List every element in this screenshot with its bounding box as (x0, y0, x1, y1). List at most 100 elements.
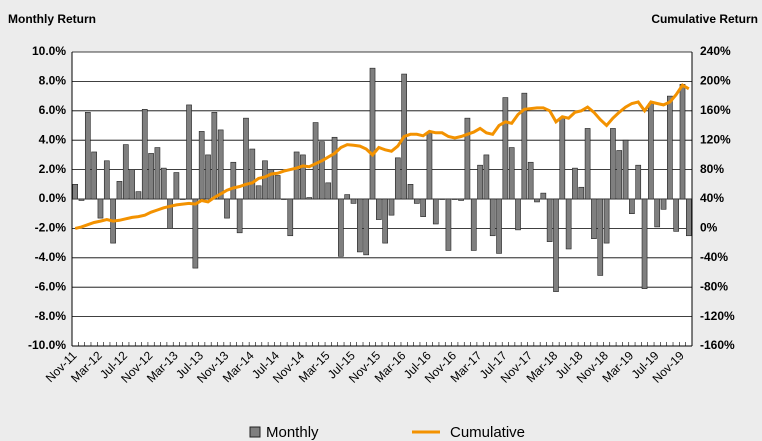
bar (641, 198, 648, 289)
bar (483, 154, 490, 200)
bar (679, 84, 686, 200)
y-tick-label: 8.0% (39, 74, 67, 88)
bar (553, 198, 559, 292)
bar (91, 151, 97, 200)
bar (129, 169, 135, 200)
bar (262, 160, 268, 200)
bar (584, 128, 591, 200)
bar (420, 198, 426, 217)
bar (496, 198, 502, 254)
bar (635, 164, 642, 200)
bar (224, 198, 230, 219)
y2-tick-label: -80% (700, 279, 728, 293)
y-tick-label: -10.0% (28, 338, 66, 352)
bar (122, 144, 129, 200)
bar (376, 198, 382, 220)
bar (432, 198, 439, 225)
bar (445, 198, 452, 251)
bar (350, 198, 357, 204)
bar (394, 157, 401, 200)
bar (236, 198, 243, 234)
y-tick-label: 10.0% (32, 44, 66, 58)
y-tick-label: 0.0% (39, 191, 67, 205)
bar (205, 154, 211, 200)
bar (559, 117, 566, 200)
bar (281, 198, 287, 200)
bar (388, 198, 395, 216)
bar (502, 97, 509, 200)
bar (369, 67, 376, 200)
bar (97, 198, 104, 219)
y2-tick-label: 240% (700, 44, 731, 58)
bar (660, 198, 667, 210)
bar (458, 198, 464, 201)
bar (515, 198, 521, 231)
bar (344, 194, 351, 200)
bar (464, 117, 471, 200)
bar (300, 154, 306, 200)
y2-tick-label: 80% (700, 162, 724, 176)
bar (211, 111, 218, 200)
bar (451, 198, 458, 200)
y-tick-label: -4.0% (35, 250, 67, 264)
bar (470, 198, 477, 251)
bar (72, 184, 78, 200)
bar (591, 198, 597, 239)
bar (84, 111, 91, 200)
y2-tick-label: -160% (700, 338, 735, 352)
y-tick-label: 6.0% (39, 103, 67, 117)
bar (673, 198, 680, 232)
bar (78, 198, 85, 201)
y2-tick-label: -40% (700, 250, 728, 264)
bar (173, 172, 180, 200)
bar (521, 92, 528, 200)
y-tick-label: -2.0% (35, 221, 67, 235)
line (74, 83, 690, 230)
y-tick-label: -6.0% (35, 279, 67, 293)
bar (148, 153, 154, 200)
bar (439, 198, 445, 200)
y2-tick-label: 160% (700, 103, 731, 117)
bar (654, 198, 661, 228)
bar (141, 109, 148, 200)
bar (249, 148, 256, 200)
bar (325, 182, 332, 200)
bar (648, 103, 654, 200)
bar (116, 181, 123, 200)
y2-tick-label: 0% (700, 221, 718, 235)
bar (217, 129, 224, 200)
bar (540, 192, 547, 200)
bar (103, 160, 110, 200)
bar (597, 198, 604, 276)
y-tick-label: -8.0% (35, 309, 67, 323)
bar (306, 197, 313, 200)
bar (293, 151, 300, 200)
bar (489, 198, 496, 237)
bar (610, 128, 616, 200)
bar (357, 198, 363, 253)
bar (603, 198, 610, 244)
bar (268, 169, 275, 200)
bar (363, 198, 370, 256)
legend-label: Monthly (266, 424, 319, 441)
bar (477, 164, 483, 200)
bar (274, 175, 281, 200)
bar (546, 198, 553, 242)
bar (287, 198, 294, 237)
bar (192, 198, 199, 269)
bar (312, 122, 319, 200)
bar (319, 141, 325, 200)
bar (565, 198, 572, 250)
bar (154, 147, 161, 200)
bar (407, 184, 414, 200)
y-tick-label: 4.0% (39, 132, 67, 146)
legend-swatch (249, 426, 261, 438)
y2-tick-label: 120% (700, 132, 731, 146)
bar (255, 185, 262, 200)
bar (167, 198, 173, 229)
bar (413, 198, 420, 204)
bar (382, 198, 388, 244)
bar (578, 186, 585, 200)
bar (426, 132, 433, 200)
